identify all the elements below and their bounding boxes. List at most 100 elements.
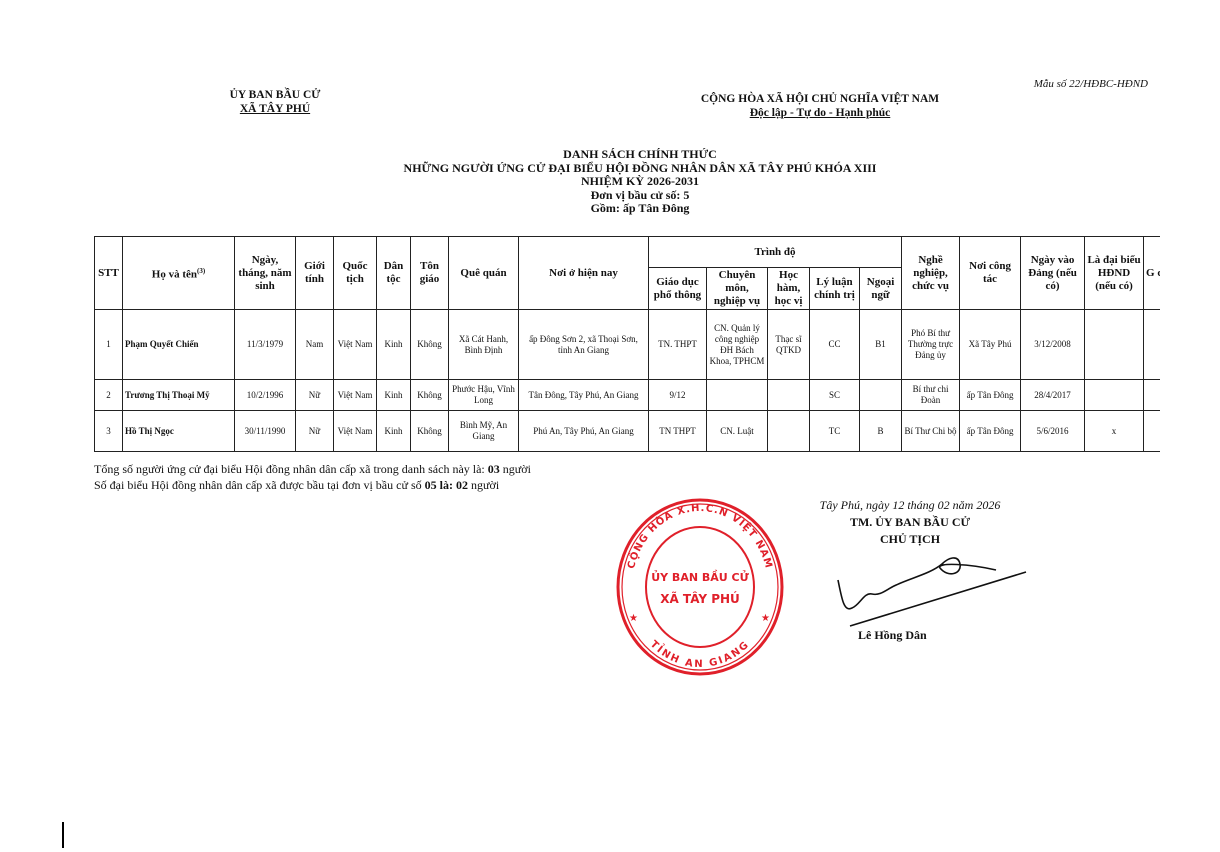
header-nationality: Quốc tịch (333, 236, 377, 310)
cell-occupation: Bí Thư Chi bộ (901, 410, 961, 452)
cell-dob: 10/2/1996 (234, 379, 296, 411)
title-line3: NHIỆM KỲ 2026-2031 (581, 174, 699, 188)
cell-professional: CN. Luật (706, 410, 768, 452)
cell-hometown: Xã Cát Hanh, Bình Định (448, 309, 519, 380)
cell-residence: Phú An, Tây Phú, An Giang (518, 410, 649, 452)
header-workplace: Nơi công tác (959, 236, 1022, 310)
form-number: Mẫu số 22/HĐBC-HĐND (1033, 78, 1148, 90)
cell-name: Phạm Quyết Chiến (122, 309, 235, 380)
cell-dob: 11/3/1979 (234, 309, 296, 380)
cell-hometown: Bình Mỹ, An Giang (448, 410, 519, 452)
cell-religion: Không (410, 379, 449, 411)
cell-name: Hồ Thị Ngọc (122, 410, 235, 452)
header-academic: Học hàm, học vị (767, 267, 810, 310)
cell-is-delegate: x (1084, 410, 1145, 452)
cell-political: TC (809, 410, 860, 452)
header-residence: Nơi ở hiện nay (518, 236, 649, 310)
on-behalf: TM. ỦY BAN BẦU CỬ (849, 515, 971, 529)
cell-nationality: Việt Nam (333, 309, 377, 380)
stamp-inner-line1: ỦY BAN BẦU CỬ (651, 570, 749, 584)
stamp-inner-line2: XÃ TÂY PHÚ (660, 591, 740, 606)
cell-workplace: Xã Tây Phú (959, 309, 1022, 380)
cell-stt: 3 (94, 410, 123, 452)
place-date: Tây Phú, ngày 12 tháng 02 năm 2026 (819, 498, 1001, 512)
cell-is-delegate (1084, 379, 1145, 411)
official-stamp: CỘNG HÒA X.H.C.N VIỆT NAM TỈNH AN GIANG … (616, 498, 784, 676)
cell-party-date: 28/4/2017 (1020, 379, 1086, 411)
org-line2: XÃ TÂY PHÚ (239, 103, 311, 115)
cell-cut-column (1143, 410, 1160, 452)
signer-name: Lê Hồng Dân (858, 628, 927, 642)
title-line4: Đơn vị bầu cử số: 5 (590, 187, 690, 202)
motto: Độc lập - Tự do - Hạnh phúc (749, 107, 891, 119)
candidate-table: STT Họ và tên(3) Ngày, tháng, năm sinh G… (94, 236, 1160, 452)
country-name: CỘNG HÒA XÃ HỘI CHỦ NGHĨA VIỆT NAM (700, 93, 940, 105)
cell-political: CC (809, 309, 860, 380)
cell-hometown: Phước Hậu, Vĩnh Long (448, 379, 519, 411)
cell-workplace: ấp Tân Đông (959, 379, 1022, 411)
cell-dob: 30/11/1990 (234, 410, 296, 452)
header-is-delegate: Là đại biểu HĐND (nếu có) (1084, 236, 1145, 310)
cell-name: Trương Thị Thoại Mỹ (122, 379, 235, 411)
candidate-table-wrapper: STT Họ và tên(3) Ngày, tháng, năm sinh G… (94, 236, 1160, 452)
cell-stt: 1 (94, 309, 123, 380)
handwritten-signature (837, 557, 1027, 627)
stamp-outer-text: CỘNG HÒA X.H.C.N VIỆT NAM (626, 503, 774, 570)
signature-block: Tây Phú, ngày 12 tháng 02 năm 2026 TM. Ủ… (760, 497, 1060, 548)
cell-religion: Không (410, 309, 449, 380)
cell-party-date: 3/12/2008 (1020, 309, 1086, 380)
header-hometown: Quê quán (448, 236, 519, 310)
cell-gender: Nam (295, 309, 334, 380)
cell-academic (767, 379, 810, 411)
cell-cut-column (1143, 309, 1160, 380)
cell-language: B (858, 410, 903, 452)
cell-residence: Tân Đông, Tây Phú, An Giang (518, 379, 649, 411)
cell-general-edu: TN. THPT (648, 309, 707, 380)
cell-academic (767, 410, 810, 452)
signer-position: CHỦ TỊCH (879, 532, 941, 546)
cell-religion: Không (410, 410, 449, 452)
header-occupation: Nghề nghiệp, chức vụ (901, 236, 961, 310)
summary-total-candidates: Tổng số người ứng cử đại biểu Hội đồng n… (94, 462, 531, 476)
cell-gender: Nữ (295, 379, 334, 411)
header-name: Họ và tên(3) (122, 236, 235, 310)
cell-cut-column (1143, 379, 1160, 411)
cell-political: SC (809, 379, 860, 411)
header-ethnicity: Dân tộc (376, 236, 411, 310)
stamp-star-icon: ★ (629, 613, 638, 624)
cell-ethnicity: Kinh (376, 309, 411, 380)
cell-general-edu: TN THPT (648, 410, 707, 452)
cell-residence: ấp Đông Sơn 2, xã Thoại Sơn, tỉnh An Gia… (518, 309, 649, 380)
header-language: Ngoại ngữ (858, 267, 903, 310)
org-line1: ỦY BAN BẦU CỬ (229, 89, 321, 101)
cell-gender: Nữ (295, 410, 334, 452)
title-line5: Gồm: ấp Tân Đông (590, 201, 690, 215)
cell-occupation: Bí thư chi Đoàn (901, 379, 961, 411)
header-education-group: Trình độ (647, 236, 903, 268)
cell-party-date: 5/6/2016 (1020, 410, 1086, 452)
national-header: CỘNG HÒA XÃ HỘI CHỦ NGHĨA VIỆT NAM Độc l… (640, 92, 1000, 120)
cell-language (858, 379, 903, 411)
title-line1: DANH SÁCH CHÍNH THỨC (563, 147, 717, 161)
cell-occupation: Phó Bí thư Thường trực Đảng ủy (901, 309, 961, 380)
cell-ethnicity: Kinh (376, 379, 411, 411)
cell-nationality: Việt Nam (333, 410, 377, 452)
header-gender: Giới tính (295, 236, 334, 310)
header-religion: Tôn giáo (410, 236, 449, 310)
header-general-edu: Giáo dục phổ thông (648, 267, 707, 310)
cell-nationality: Việt Nam (333, 379, 377, 411)
summary: Tổng số người ứng cử đại biểu Hội đồng n… (94, 461, 531, 493)
issuing-authority: ỦY BAN BẦU CỬ XÃ TÂY PHÚ (190, 88, 360, 116)
header-political: Lý luận chính trị (809, 267, 860, 310)
header-cut-column: G cl (1143, 236, 1160, 310)
cell-academic: Thạc sĩ QTKD (767, 309, 810, 380)
header-stt: STT (94, 236, 123, 310)
cell-general-edu: 9/12 (648, 379, 707, 411)
table-row: 1 Phạm Quyết Chiến 11/3/1979 Nam Việt Nam Kin… (94, 309, 1160, 380)
stamp-star-icon: ★ (761, 613, 770, 624)
cell-professional (706, 379, 768, 411)
document-title: DANH SÁCH CHÍNH THỨC NHỮNG NGƯỜI ỨNG CỬ … (300, 147, 980, 216)
cell-is-delegate (1084, 309, 1145, 380)
table-row: 2 Trương Thị Thoại Mỹ 10/2/1996 Nữ Việt Nam K… (94, 379, 1160, 411)
cell-ethnicity: Kinh (376, 410, 411, 452)
